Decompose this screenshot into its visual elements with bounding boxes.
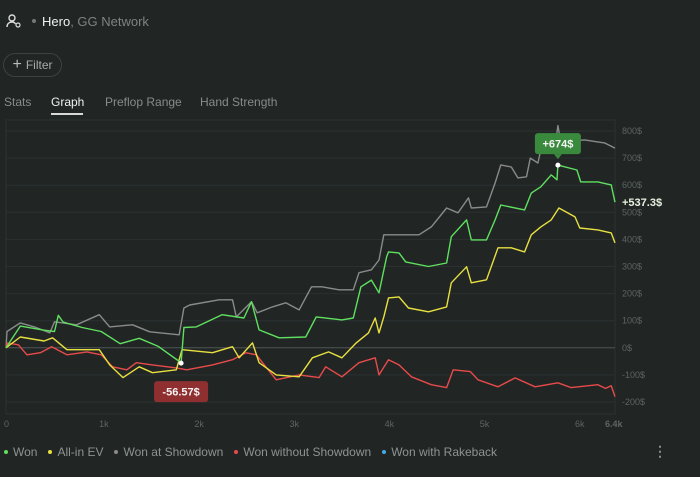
legend-dot-icon [48, 450, 53, 454]
legend-label: Won at Showdown [123, 445, 224, 459]
tab-graph[interactable]: Graph [51, 95, 85, 109]
filter-label: Filter [25, 58, 53, 72]
legend-dot-icon [234, 450, 239, 454]
low-tooltip [154, 381, 209, 403]
x-tick-label: 0 [4, 419, 9, 429]
x-tick-label: 3k [289, 419, 299, 429]
current-value-label: +537.3$ [622, 197, 662, 209]
plus-icon: + [12, 56, 22, 73]
y-tick-label: 0$ [622, 343, 632, 353]
player-name: Hero [42, 13, 71, 29]
legend-label: Won without Showdown [243, 445, 372, 459]
y-tick-label: 300$ [622, 262, 642, 272]
y-tick-label: 700$ [622, 153, 642, 163]
legend: Won All-in EV Won at Showdown Won without S… [4, 445, 497, 459]
x-tick-label: 1k [99, 419, 109, 429]
legend-label: Won with Rakeback [391, 445, 498, 459]
filter-button[interactable]: + Filter [3, 53, 62, 77]
highlight-point [178, 360, 184, 366]
y-tick-label: -200$ [622, 397, 645, 407]
profit-graph[interactable]: 800$ 700$ 600$ 500$ 400$ 300$ 200$ 100$ 0$ -100$ -… [0, 0, 700, 440]
x-tick-label: 2k [194, 419, 204, 429]
network-name: , GG Network [70, 13, 149, 29]
legend-item-rakeback[interactable]: Won with Rakeback [382, 445, 497, 459]
tooltip-text: -56.57$ [162, 387, 199, 399]
legend-dot-icon [382, 450, 387, 454]
highlight-point [555, 162, 561, 168]
tab-stats[interactable]: Stats [4, 95, 32, 109]
series-line-non-showdown [5, 342, 616, 397]
y-tick-label: 100$ [622, 316, 642, 326]
y-tick-label: 500$ [622, 207, 642, 217]
tooltip-pointer [553, 154, 562, 160]
x-tick-label: 6k [575, 419, 585, 429]
legend-item-won[interactable]: Won [4, 445, 37, 459]
legend-item-showdown[interactable]: Won at Showdown [114, 445, 223, 459]
user-settings-icon[interactable] [6, 13, 22, 29]
tab-preflop-range[interactable]: Preflop Range [105, 95, 182, 109]
legend-label: All-in EV [57, 445, 104, 459]
legend-item-non-showdown[interactable]: Won without Showdown [234, 445, 371, 459]
tooltip-text: +674$ [542, 139, 573, 151]
tab-hand-strength[interactable]: Hand Strength [200, 95, 278, 109]
series-line-allin-ev [5, 207, 616, 379]
x-tick-label: 4k [385, 419, 395, 429]
y-tick-label: -100$ [622, 370, 645, 380]
legend-label: Won [13, 445, 38, 459]
series-line-showdown [5, 124, 616, 348]
y-tick-label: 800$ [622, 126, 642, 136]
legend-dot-icon [4, 450, 8, 454]
active-tab-indicator [51, 113, 83, 115]
y-tick-label: 600$ [622, 180, 642, 190]
player-header: Hero , GG Network [6, 11, 149, 31]
x-tick-label: 6.4k [605, 419, 624, 429]
legend-dot-icon [114, 450, 119, 454]
y-tick-label: 200$ [622, 289, 642, 299]
peak-tooltip [534, 133, 581, 155]
series-line-won [5, 164, 616, 364]
legend-item-allin-ev[interactable]: All-in EV [48, 445, 103, 459]
separator-dot [32, 19, 36, 23]
x-tick-label: 5k [480, 419, 490, 429]
y-tick-label: 400$ [622, 234, 642, 244]
more-vertical-icon[interactable]: ⋮ [653, 443, 667, 459]
